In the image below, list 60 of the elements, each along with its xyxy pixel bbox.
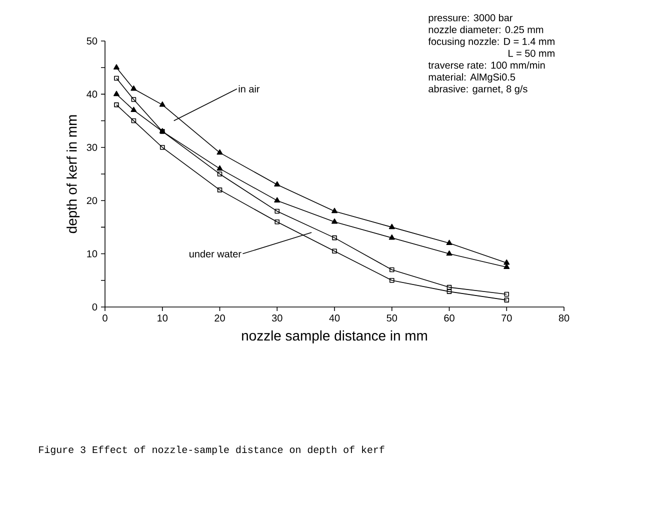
point (446, 284, 452, 290)
point (131, 118, 136, 124)
point (217, 172, 222, 176)
point (130, 85, 137, 91)
annotation: focusing nozzle: D = 1.4 mm (428, 38, 554, 47)
point (332, 218, 338, 224)
point (216, 165, 223, 171)
x-tick-label: 20 (214, 314, 225, 322)
point (113, 64, 120, 70)
text: nozzle diameter: 0.25 mm (428, 26, 544, 34)
annotation: L = 50 mm (508, 50, 554, 57)
point (217, 188, 222, 192)
point (274, 219, 280, 224)
x-tick-label: 70 (502, 314, 512, 322)
y-tick-label: 40 (86, 90, 98, 98)
point (159, 101, 166, 107)
point (504, 259, 510, 265)
y-tick-label: 50 (86, 37, 98, 45)
point (446, 289, 452, 294)
point (332, 208, 338, 214)
annotation: material: AlMgSi0.5 (428, 73, 516, 83)
point (504, 298, 510, 302)
point (446, 240, 452, 246)
x-tick-label: 80 (558, 314, 570, 322)
point (130, 106, 137, 112)
point (389, 278, 394, 283)
y-tick-label: 0 (92, 303, 98, 311)
point (274, 181, 280, 187)
x-tick-label: 60 (444, 314, 454, 322)
x-tick-label: 0 (102, 314, 108, 322)
point (160, 144, 165, 150)
x-axis-title: nozzle sample distance in mm (242, 330, 427, 344)
x-tick-label: 30 (272, 314, 282, 322)
y-tick-label: 10 (87, 250, 98, 258)
point (446, 250, 452, 256)
text: pressure: 3000 bar (428, 14, 513, 24)
x-tick-label: 40 (329, 314, 340, 322)
y-axis-title: depth of kerf in mm (66, 115, 80, 234)
x-tick-label: 50 (386, 314, 398, 322)
caption: Figure 3 Effect of nozzle-sample distance on depth of kerf (39, 446, 384, 456)
point (114, 102, 119, 108)
point (114, 76, 119, 81)
annotation: in air (238, 85, 260, 93)
point (274, 197, 280, 202)
annotation: under water (190, 250, 242, 258)
point (332, 235, 337, 240)
annotation: abrasive: garnet, 8 g/s (428, 85, 528, 94)
point (388, 224, 395, 230)
point (389, 267, 394, 272)
point (274, 208, 280, 214)
x-tick-label: 10 (158, 314, 168, 322)
point (216, 149, 223, 155)
point (131, 97, 136, 102)
point (504, 292, 510, 297)
y-tick-label: 30 (86, 144, 98, 151)
point (113, 90, 120, 96)
y-tick-label: 20 (86, 197, 98, 204)
point (388, 234, 395, 240)
annotation: traverse rate: 100 mm/min (428, 61, 545, 69)
point (332, 248, 337, 254)
